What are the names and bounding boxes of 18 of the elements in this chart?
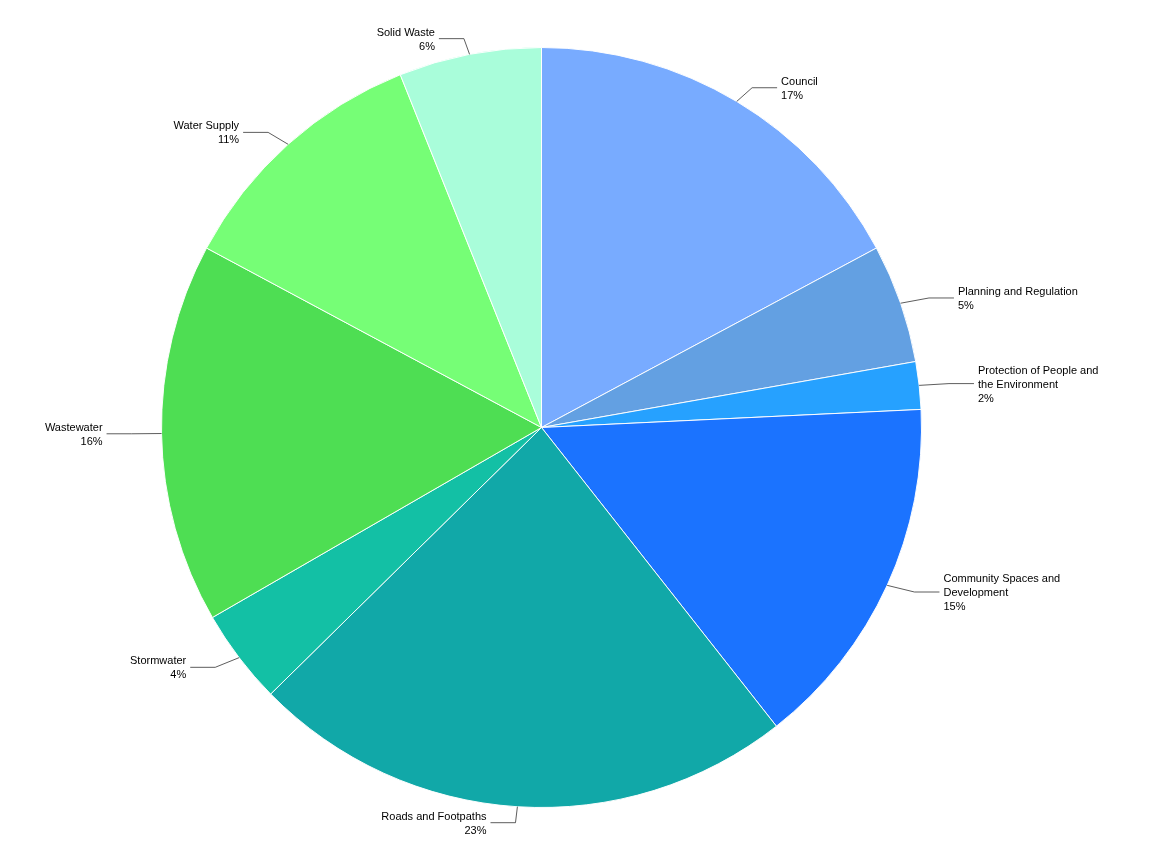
data-label: 11% (217, 133, 240, 146)
slice-label: Solid Waste (376, 25, 435, 38)
data-label: 5% (957, 298, 975, 311)
slice-label: Community Spaces and Development (943, 572, 1061, 598)
data-label: 6% (419, 39, 436, 52)
data-label: 17% (781, 88, 804, 101)
slice-label: Roads and Footpaths (381, 809, 487, 822)
slice-label: Planning and Regulation (957, 284, 1078, 297)
slice-label: Stormwater (130, 654, 187, 667)
slice-label: Council (781, 74, 818, 87)
data-label: 16% (80, 434, 103, 447)
data-label: 2% (977, 391, 995, 404)
data-label: 23% (464, 823, 487, 836)
data-label: 4% (170, 668, 187, 681)
slice-label: Protection of People and the Environment (977, 363, 1099, 390)
slice-label: Water Supply (173, 119, 240, 132)
data-label: 15% (943, 600, 966, 612)
slice-label: Wastewater (44, 420, 103, 433)
